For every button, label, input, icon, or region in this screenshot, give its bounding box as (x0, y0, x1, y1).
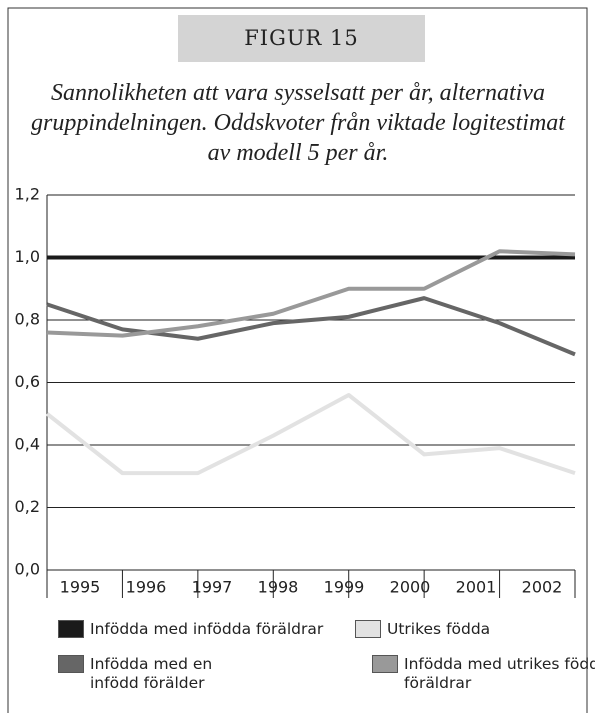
x-tick-label: 2002 (522, 578, 563, 597)
legend-swatch (372, 655, 398, 673)
x-tick-label: 1997 (192, 578, 233, 597)
legend-label: Utrikes födda (387, 620, 491, 638)
x-tick-label: 1996 (126, 578, 167, 597)
x-tick-label: 1995 (60, 578, 101, 597)
frame (7, 7, 588, 713)
series-line (45, 393, 576, 476)
y-tick-label: 1,0 (15, 247, 40, 266)
x-tick-label: 1998 (258, 578, 299, 597)
y-tick-label: 0,4 (15, 435, 40, 454)
figure-label: FIGUR 15 (178, 15, 425, 62)
x-tick-label: 1999 (324, 578, 365, 597)
x-tick-label: 2000 (390, 578, 431, 597)
series-line (46, 296, 576, 357)
legend-swatch (58, 620, 84, 638)
legend-label: Infödda med utrikes födda föräldrar (404, 655, 595, 692)
series-line (46, 249, 576, 338)
x-tick-label: 2001 (456, 578, 497, 597)
legend-label: Infödda med en infödd förälder (90, 655, 213, 692)
y-tick-label: 1,2 (15, 185, 40, 204)
legend-swatch (355, 620, 381, 638)
y-tick-label: 0,6 (15, 372, 40, 391)
legend-label: Infödda med infödda föräldrar (90, 620, 324, 638)
y-tick-label: 0,2 (15, 497, 40, 516)
chart-title: Sannolikheten att vara sysselsatt per år… (31, 80, 565, 166)
legend-swatch (58, 655, 84, 673)
y-tick-label: 0,8 (15, 310, 40, 329)
y-tick-label: 0,0 (15, 560, 40, 579)
